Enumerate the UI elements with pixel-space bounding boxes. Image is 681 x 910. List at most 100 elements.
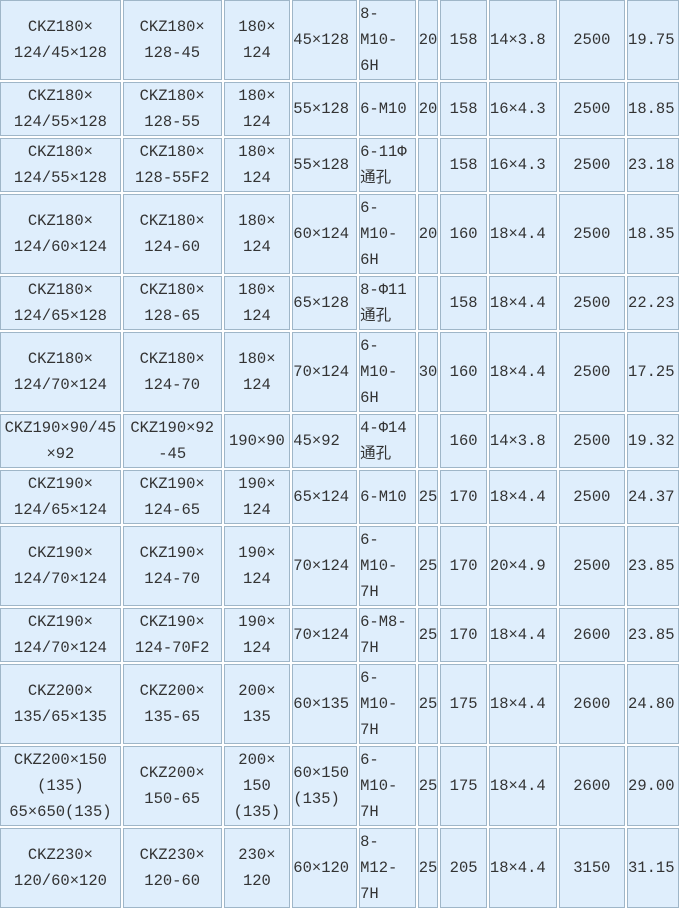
cell-code: CKZ190× 124-70F2 bbox=[122, 608, 222, 662]
cell-code: CKZ200× 150-65 bbox=[122, 746, 222, 826]
cell-height: 170 bbox=[440, 608, 487, 662]
cell-height: 160 bbox=[440, 194, 487, 274]
cell-size: 180× 124 bbox=[223, 194, 291, 274]
cell-weight: 22.23 bbox=[627, 276, 679, 330]
cell-bore: 65×128 bbox=[292, 276, 358, 330]
cell-depth: 25 bbox=[417, 470, 439, 524]
cell-height: 158 bbox=[440, 0, 487, 80]
cell-depth bbox=[417, 276, 439, 330]
cell-height: 158 bbox=[440, 138, 487, 192]
cell-model: CKZ190× 124/70×124 bbox=[0, 526, 121, 606]
cell-weight: 31.15 bbox=[627, 828, 679, 908]
cell-bore: 70×124 bbox=[292, 608, 358, 662]
cell-bore: 60×150 (135) bbox=[292, 746, 358, 826]
cell-model: CKZ230× 120/60×120 bbox=[0, 828, 121, 908]
cell-model: CKZ200×150 (135) 65×650(135) bbox=[0, 746, 121, 826]
cell-speed: 3150 bbox=[558, 828, 626, 908]
cell-mount-hole: 8-Φ11 通孔 bbox=[359, 276, 416, 330]
cell-code: CKZ180× 128-65 bbox=[122, 276, 222, 330]
cell-keyway: 14×3.8 bbox=[488, 414, 557, 468]
cell-code: CKZ190×92 -45 bbox=[122, 414, 222, 468]
cell-mount-hole: 6-M10 bbox=[359, 470, 416, 524]
cell-bore: 45×128 bbox=[292, 0, 358, 80]
cell-mount-hole: 6-M10- 6H bbox=[359, 332, 416, 412]
cell-depth: 25 bbox=[417, 526, 439, 606]
cell-size: 180× 124 bbox=[223, 276, 291, 330]
cell-weight: 18.35 bbox=[627, 194, 679, 274]
cell-mount-hole: 6-M10- 7H bbox=[359, 746, 416, 826]
cell-code: CKZ230× 120-60 bbox=[122, 828, 222, 908]
cell-mount-hole: 4-Φ14 通孔 bbox=[359, 414, 416, 468]
cell-depth bbox=[417, 138, 439, 192]
cell-code: CKZ180× 124-70 bbox=[122, 332, 222, 412]
cell-depth bbox=[417, 414, 439, 468]
cell-depth: 20 bbox=[417, 194, 439, 274]
cell-model: CKZ190×90/45 ×92 bbox=[0, 414, 121, 468]
cell-keyway: 18×4.4 bbox=[488, 746, 557, 826]
cell-mount-hole: 8-M12- 7H bbox=[359, 828, 416, 908]
cell-mount-hole: 6-M10 bbox=[359, 82, 416, 136]
cell-weight: 23.18 bbox=[627, 138, 679, 192]
table-row: CKZ190× 124/70×124 CKZ190× 124-70F2 190× 1… bbox=[0, 608, 679, 662]
cell-mount-hole: 6-M10- 6H bbox=[359, 194, 416, 274]
cell-model: CKZ180× 124/65×128 bbox=[0, 276, 121, 330]
cell-bore: 70×124 bbox=[292, 526, 358, 606]
cell-speed: 2500 bbox=[558, 194, 626, 274]
cell-height: 158 bbox=[440, 276, 487, 330]
cell-weight: 23.85 bbox=[627, 526, 679, 606]
cell-height: 170 bbox=[440, 470, 487, 524]
cell-keyway: 16×4.3 bbox=[488, 82, 557, 136]
cell-code: CKZ190× 124-70 bbox=[122, 526, 222, 606]
cell-size: 230× 120 bbox=[223, 828, 291, 908]
cell-size: 180× 124 bbox=[223, 332, 291, 412]
cell-mount-hole: 6-M10- 7H bbox=[359, 526, 416, 606]
cell-weight: 17.25 bbox=[627, 332, 679, 412]
cell-size: 180× 124 bbox=[223, 138, 291, 192]
cell-depth: 30 bbox=[417, 332, 439, 412]
cell-model: CKZ180× 124/60×124 bbox=[0, 194, 121, 274]
cell-size: 180× 124 bbox=[223, 0, 291, 80]
cell-depth: 20 bbox=[417, 82, 439, 136]
cell-weight: 18.85 bbox=[627, 82, 679, 136]
cell-model: CKZ180× 124/55×128 bbox=[0, 82, 121, 136]
cell-speed: 2500 bbox=[558, 526, 626, 606]
table-row: CKZ180× 124/55×128 CKZ180× 128-55 180× 124… bbox=[0, 82, 679, 136]
cell-height: 160 bbox=[440, 414, 487, 468]
cell-code: CKZ180× 128-55 bbox=[122, 82, 222, 136]
cell-weight: 19.32 bbox=[627, 414, 679, 468]
cell-model: CKZ190× 124/70×124 bbox=[0, 608, 121, 662]
table-row: CKZ190× 124/65×124 CKZ190× 124-65 190× 124… bbox=[0, 470, 679, 524]
table-row: CKZ230× 120/60×120 CKZ230× 120-60 230× 120… bbox=[0, 828, 679, 908]
cell-speed: 2600 bbox=[558, 664, 626, 744]
cell-keyway: 18×4.4 bbox=[488, 276, 557, 330]
cell-weight: 24.37 bbox=[627, 470, 679, 524]
cell-weight: 23.85 bbox=[627, 608, 679, 662]
cell-size: 180× 124 bbox=[223, 82, 291, 136]
cell-depth: 25 bbox=[417, 746, 439, 826]
cell-keyway: 18×4.4 bbox=[488, 828, 557, 908]
table-row: CKZ200× 135/65×135 CKZ200× 135-65 200× 135… bbox=[0, 664, 679, 744]
cell-size: 200× 150 (135) bbox=[223, 746, 291, 826]
table-row: CKZ180× 124/60×124 CKZ180× 124-60 180× 124… bbox=[0, 194, 679, 274]
cell-model: CKZ180× 124/70×124 bbox=[0, 332, 121, 412]
cell-weight: 24.80 bbox=[627, 664, 679, 744]
cell-height: 205 bbox=[440, 828, 487, 908]
cell-code: CKZ200× 135-65 bbox=[122, 664, 222, 744]
cell-weight: 29.00 bbox=[627, 746, 679, 826]
cell-size: 200× 135 bbox=[223, 664, 291, 744]
table-row: CKZ180× 124/70×124 CKZ180× 124-70 180× 124… bbox=[0, 332, 679, 412]
cell-size: 190× 124 bbox=[223, 470, 291, 524]
cell-code: CKZ180× 124-60 bbox=[122, 194, 222, 274]
cell-keyway: 18×4.4 bbox=[488, 470, 557, 524]
cell-speed: 2500 bbox=[558, 276, 626, 330]
cell-bore: 55×128 bbox=[292, 138, 358, 192]
cell-model: CKZ180× 124/45×128 bbox=[0, 0, 121, 80]
cell-size: 190× 124 bbox=[223, 526, 291, 606]
table-row: CKZ180× 124/65×128 CKZ180× 128-65 180× 124… bbox=[0, 276, 679, 330]
cell-bore: 70×124 bbox=[292, 332, 358, 412]
cell-speed: 2500 bbox=[558, 138, 626, 192]
cell-mount-hole: 6-M10- 7H bbox=[359, 664, 416, 744]
cell-height: 170 bbox=[440, 526, 487, 606]
cell-model: CKZ200× 135/65×135 bbox=[0, 664, 121, 744]
